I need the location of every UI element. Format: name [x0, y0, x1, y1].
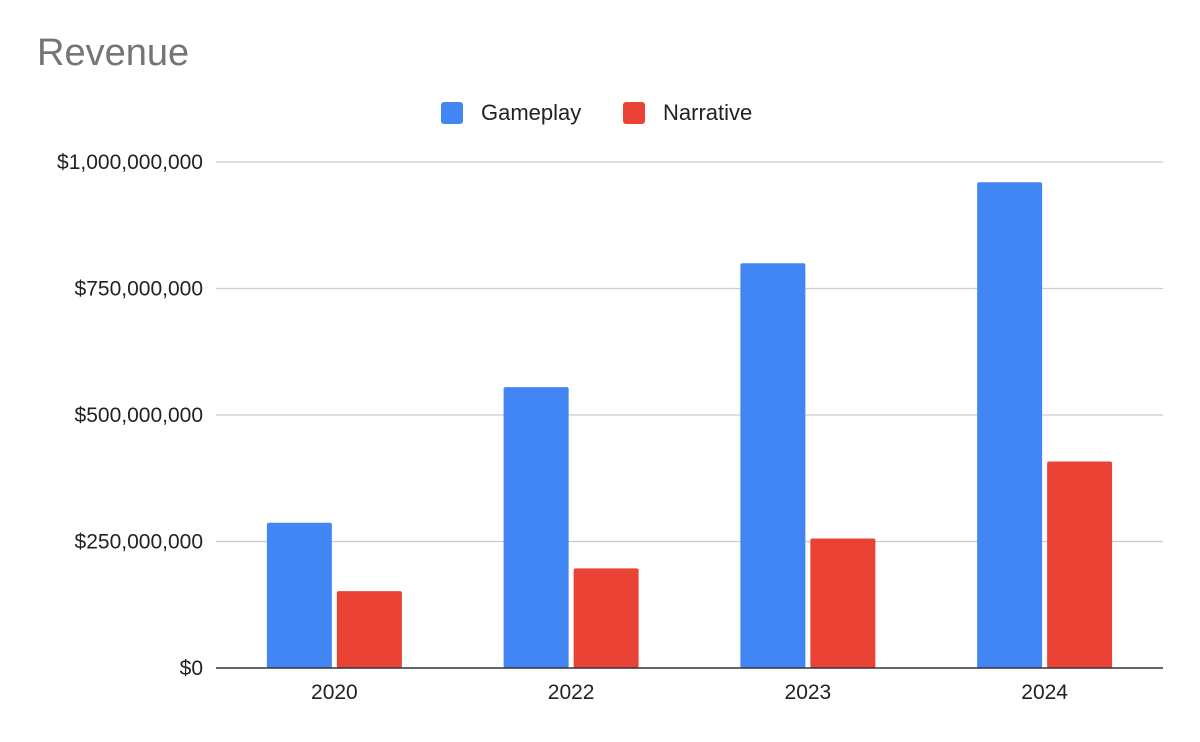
chart-title: Revenue: [37, 32, 190, 74]
bar-gameplay-2020[interactable]: [266, 522, 332, 668]
bar-gameplay-2022[interactable]: [503, 387, 569, 668]
bar-gameplay-2023[interactable]: [740, 263, 806, 668]
legend-label-gameplay: Gameplay: [481, 100, 582, 125]
legend-item-narrative[interactable]: Narrative: [623, 99, 752, 127]
x-tick-label: 2024: [1021, 681, 1068, 704]
bar-narrative-2023[interactable]: [810, 538, 876, 668]
x-tick-label: 2022: [548, 681, 595, 704]
x-tick-label: 2023: [785, 681, 832, 704]
legend: Gameplay Narrative: [0, 99, 1200, 127]
y-tick-label: $1,000,000,000: [57, 151, 203, 174]
bar-narrative-2020[interactable]: [336, 591, 402, 668]
legend-swatch-narrative: [623, 102, 645, 124]
legend-swatch-gameplay: [441, 102, 463, 124]
y-tick-label: $500,000,000: [75, 404, 203, 427]
bar-narrative-2024[interactable]: [1047, 461, 1113, 668]
y-tick-label: $0: [180, 657, 203, 680]
bar-gameplay-2024[interactable]: [977, 182, 1043, 669]
legend-item-gameplay[interactable]: Gameplay: [441, 99, 581, 127]
y-tick-label: $250,000,000: [75, 531, 203, 554]
bar-narrative-2022[interactable]: [573, 568, 639, 668]
legend-label-narrative: Narrative: [663, 100, 753, 125]
y-tick-label: $750,000,000: [75, 278, 203, 301]
x-tick-label: 2020: [311, 681, 358, 704]
